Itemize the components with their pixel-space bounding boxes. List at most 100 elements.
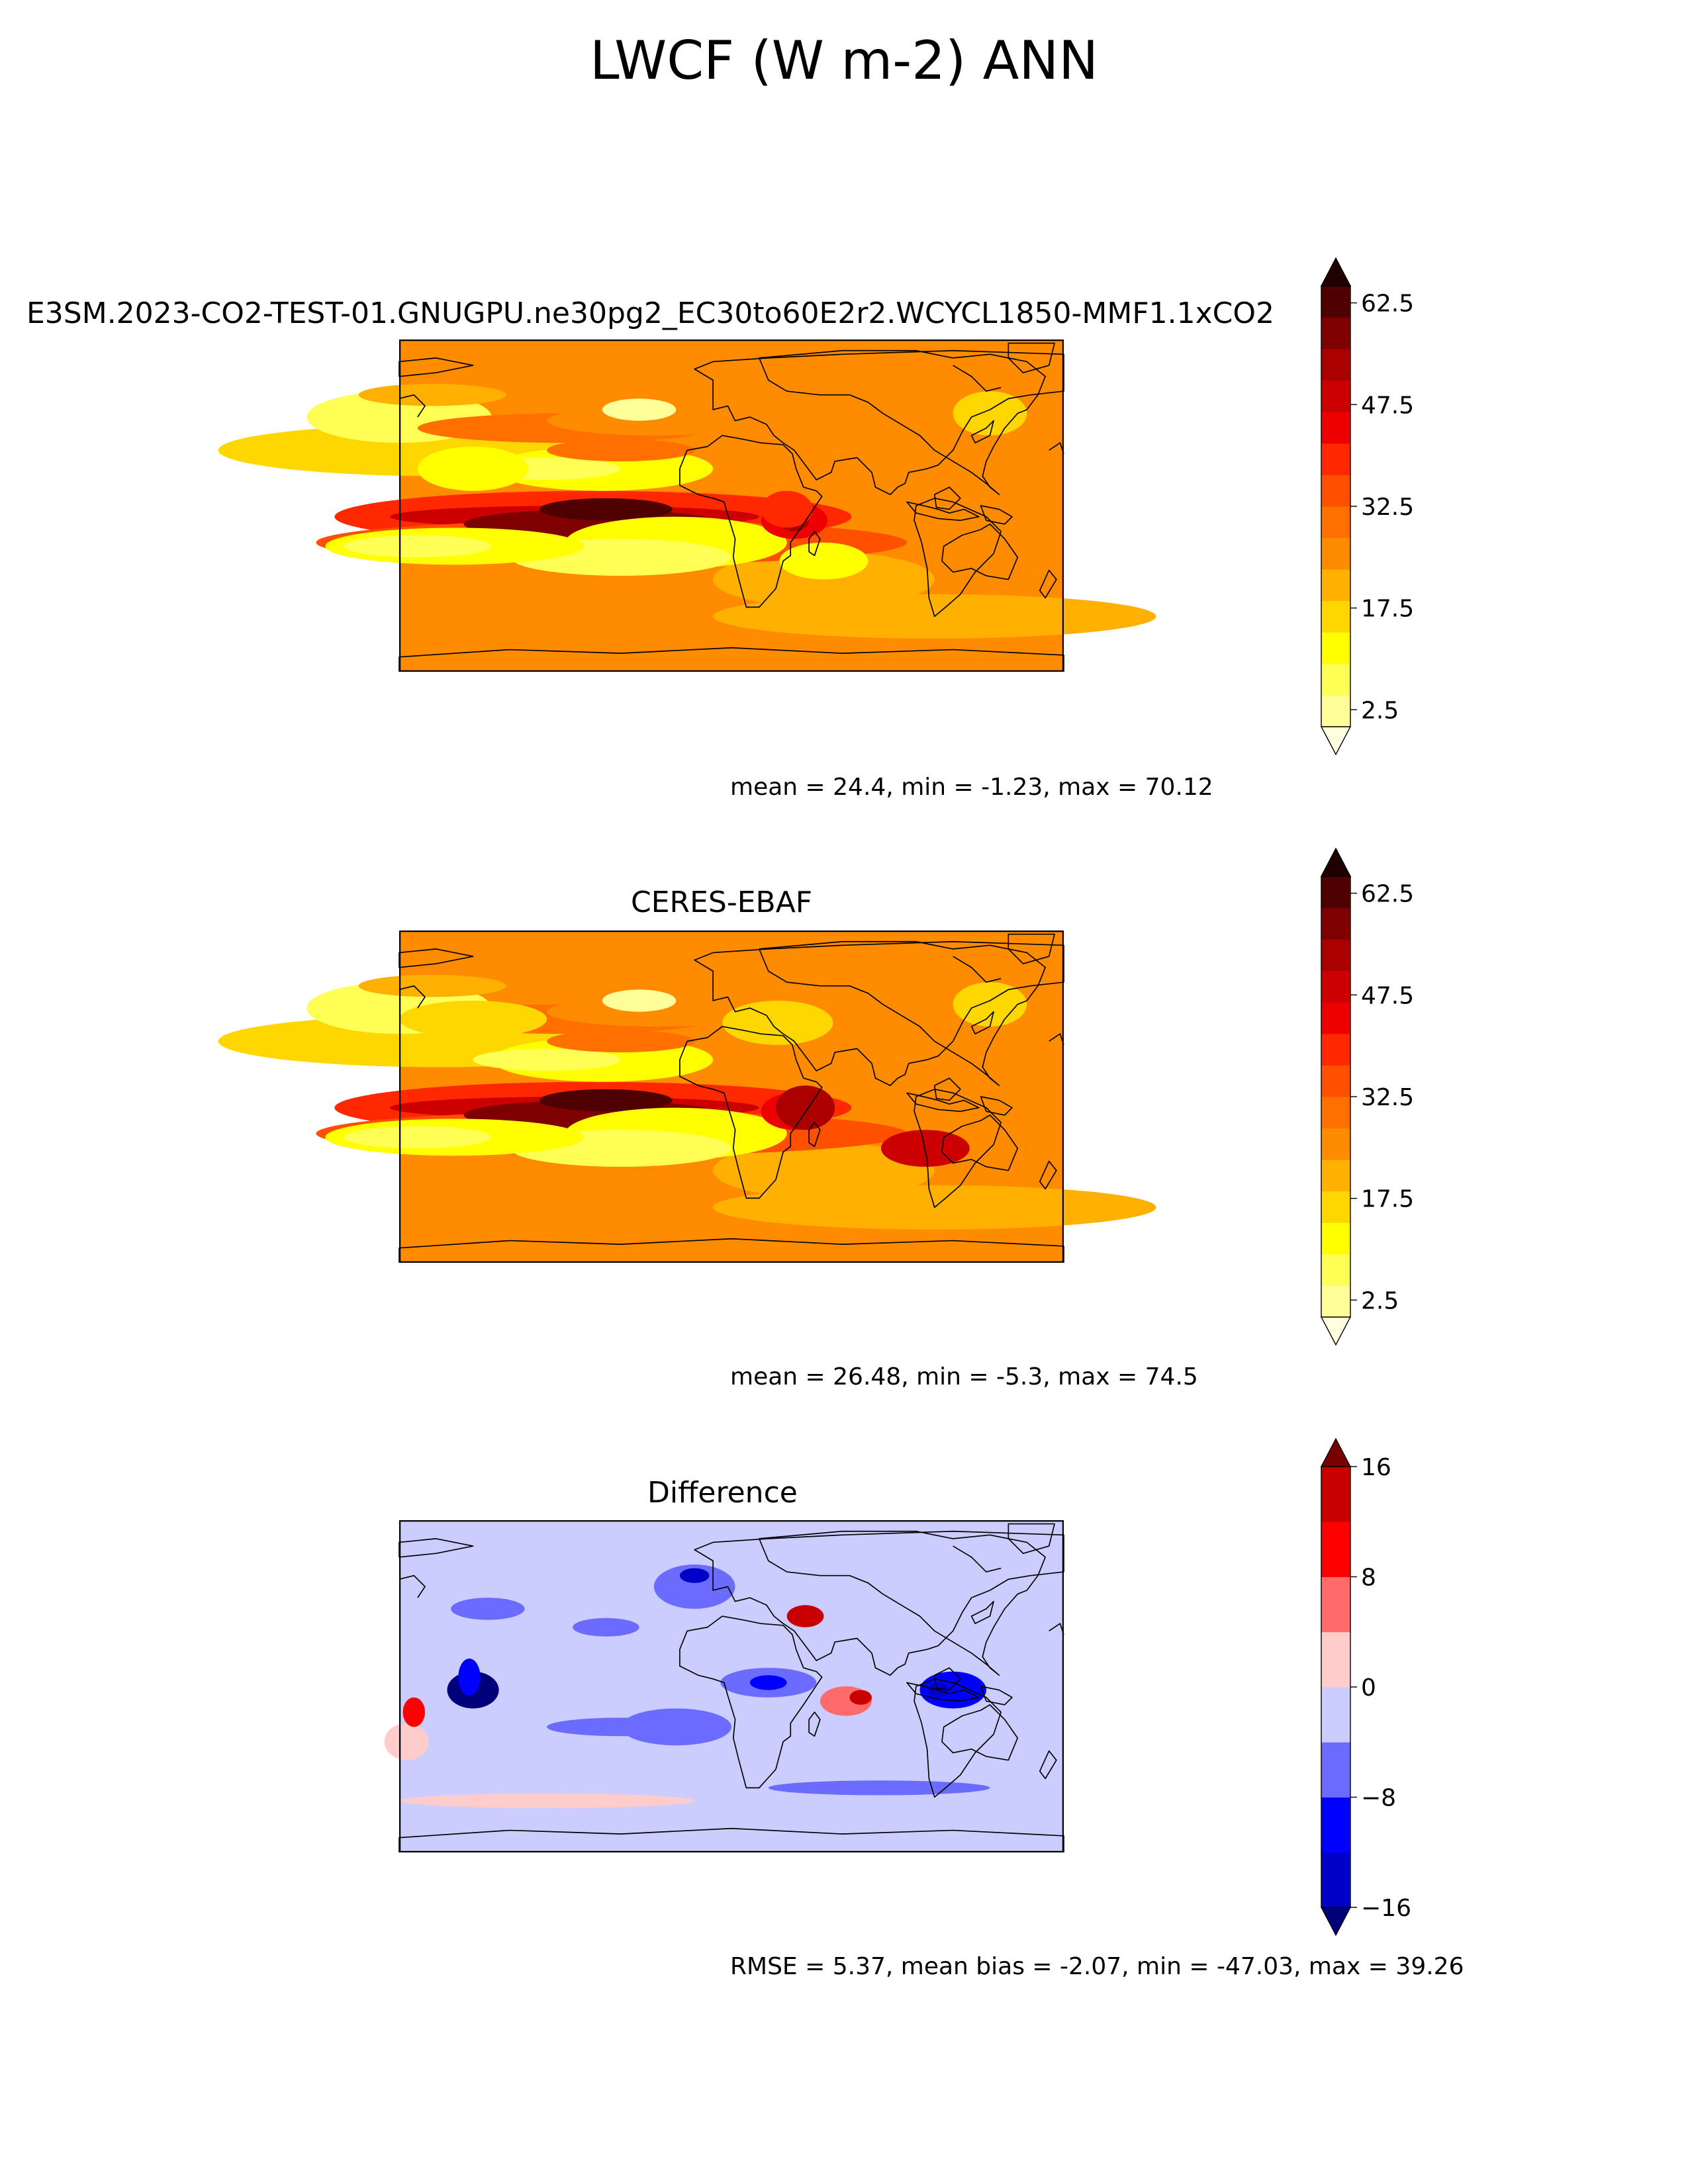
coastline xyxy=(694,349,1064,496)
data-contour xyxy=(547,1030,695,1053)
colorbar-band xyxy=(1321,1160,1350,1192)
panel-1-title: E3SM.2023-CO2-TEST-01.GNUGPU.ne30pg2_EC3… xyxy=(26,296,1274,330)
data-contour xyxy=(713,1142,935,1199)
colorbar-band xyxy=(1321,632,1350,664)
coastline xyxy=(399,1827,1064,1852)
data-contour xyxy=(417,446,529,491)
figure-title: LWCF (W m-2) ANN xyxy=(589,30,1099,91)
data-contour xyxy=(402,1697,426,1727)
data-contour xyxy=(384,1723,429,1760)
coastline xyxy=(1039,569,1057,599)
data-contour xyxy=(679,1568,710,1583)
colorbar-tick-label: −8 xyxy=(1361,1785,1396,1812)
colorbar-band xyxy=(1321,600,1350,633)
colorbar-extend-min xyxy=(1320,1907,1352,1936)
panel-2-colorbar: 2.5 17.5 32.5 47.5 62.5 xyxy=(1320,847,1414,1346)
coastline xyxy=(941,523,1019,580)
map-frame xyxy=(399,931,1064,1263)
coastline xyxy=(758,1530,1046,1676)
colorbar-band xyxy=(1321,506,1350,539)
colorbar-band xyxy=(1321,907,1350,940)
colorbar-band xyxy=(1321,1253,1350,1286)
data-contour xyxy=(547,439,695,462)
colorbar-extend-max xyxy=(1320,257,1352,287)
colorbar-band xyxy=(1321,349,1350,381)
colorbar-band xyxy=(1321,663,1350,696)
coastline xyxy=(970,1600,994,1625)
coastline xyxy=(970,1011,994,1035)
panel-3-stats: RMSE = 5.37, mean bias = -2.07, min = -4… xyxy=(730,1953,1464,1980)
data-contour xyxy=(358,974,506,997)
panel-2-map xyxy=(218,931,1156,1263)
colorbar-tick-label: 0 xyxy=(1361,1674,1376,1702)
coastline xyxy=(1008,1523,1055,1555)
coastline xyxy=(399,394,426,418)
data-contour xyxy=(573,1617,639,1637)
coastline xyxy=(906,1092,980,1113)
coastline xyxy=(906,501,980,522)
data-contour xyxy=(602,989,677,1012)
data-contour xyxy=(539,498,673,521)
colorbar-tick-label: −16 xyxy=(1361,1895,1411,1922)
coastline xyxy=(694,940,1064,1087)
colorbar-tick-label: 17.5 xyxy=(1361,1186,1414,1213)
coastline xyxy=(399,985,426,1009)
colorbar-band xyxy=(1321,1522,1350,1577)
colorbar-band xyxy=(1321,970,1350,1003)
coastline xyxy=(679,435,823,608)
colorbar-tick-label: 8 xyxy=(1361,1565,1376,1592)
data-contour xyxy=(749,1675,787,1690)
colorbar-tick-label: 2.5 xyxy=(1361,1287,1399,1314)
colorbar-band xyxy=(1321,1222,1350,1255)
data-contour xyxy=(473,1048,621,1071)
colorbar-tick-label: 47.5 xyxy=(1361,392,1414,419)
colorbar-band xyxy=(1321,317,1350,349)
coastline xyxy=(399,647,1064,672)
coastline xyxy=(914,1678,1002,1798)
panel-3-map xyxy=(384,1520,1064,1852)
coastline xyxy=(808,1122,821,1148)
coastline xyxy=(679,1026,823,1199)
coastline xyxy=(980,1686,1013,1706)
coastline xyxy=(914,498,1002,617)
coastline xyxy=(980,505,1013,525)
colorbar-band xyxy=(1321,1467,1350,1522)
coastline xyxy=(953,956,1002,983)
data-contour xyxy=(547,1717,695,1737)
data-contour xyxy=(786,1605,824,1627)
colorbar-band xyxy=(1321,1002,1350,1034)
panel-1-colorbar: 2.5 17.5 32.5 47.5 62.5 xyxy=(1320,257,1414,756)
panel-2-title: CERES-EBAF xyxy=(631,886,813,919)
coastline xyxy=(758,349,1046,496)
colorbar-tick-label: 2.5 xyxy=(1361,697,1399,724)
coastline xyxy=(1039,1750,1057,1780)
colorbar-band xyxy=(1321,1576,1350,1633)
map-frame xyxy=(399,340,1064,672)
colorbar-band xyxy=(1321,475,1350,507)
data-contour xyxy=(722,1000,833,1045)
colorbar-band xyxy=(1321,1285,1350,1318)
panel-1-stats: mean = 24.4, min = -1.23, max = 70.12 xyxy=(730,774,1213,801)
data-contour xyxy=(547,1678,695,1702)
data-contour xyxy=(775,1085,835,1130)
coastline xyxy=(953,365,1002,392)
data-contour xyxy=(399,1000,547,1038)
data-contour xyxy=(344,1126,492,1149)
data-contour xyxy=(451,1598,525,1620)
colorbar-band xyxy=(1321,1687,1350,1743)
data-contour xyxy=(849,1690,872,1705)
colorbar-tick-label: 47.5 xyxy=(1361,982,1414,1009)
data-contour xyxy=(761,490,813,528)
data-contour xyxy=(547,406,769,436)
colorbar-extend-max xyxy=(1320,1437,1352,1467)
colorbar-band xyxy=(1321,1191,1350,1223)
data-contour xyxy=(539,1089,673,1112)
colorbar-tick-label: 32.5 xyxy=(1361,494,1414,521)
colorbar-band xyxy=(1321,1742,1350,1797)
data-contour xyxy=(602,398,677,421)
colorbar-band xyxy=(1321,537,1350,570)
coastline xyxy=(399,1574,426,1598)
colorbar-band xyxy=(1321,1797,1350,1853)
coastline xyxy=(980,1096,1013,1116)
